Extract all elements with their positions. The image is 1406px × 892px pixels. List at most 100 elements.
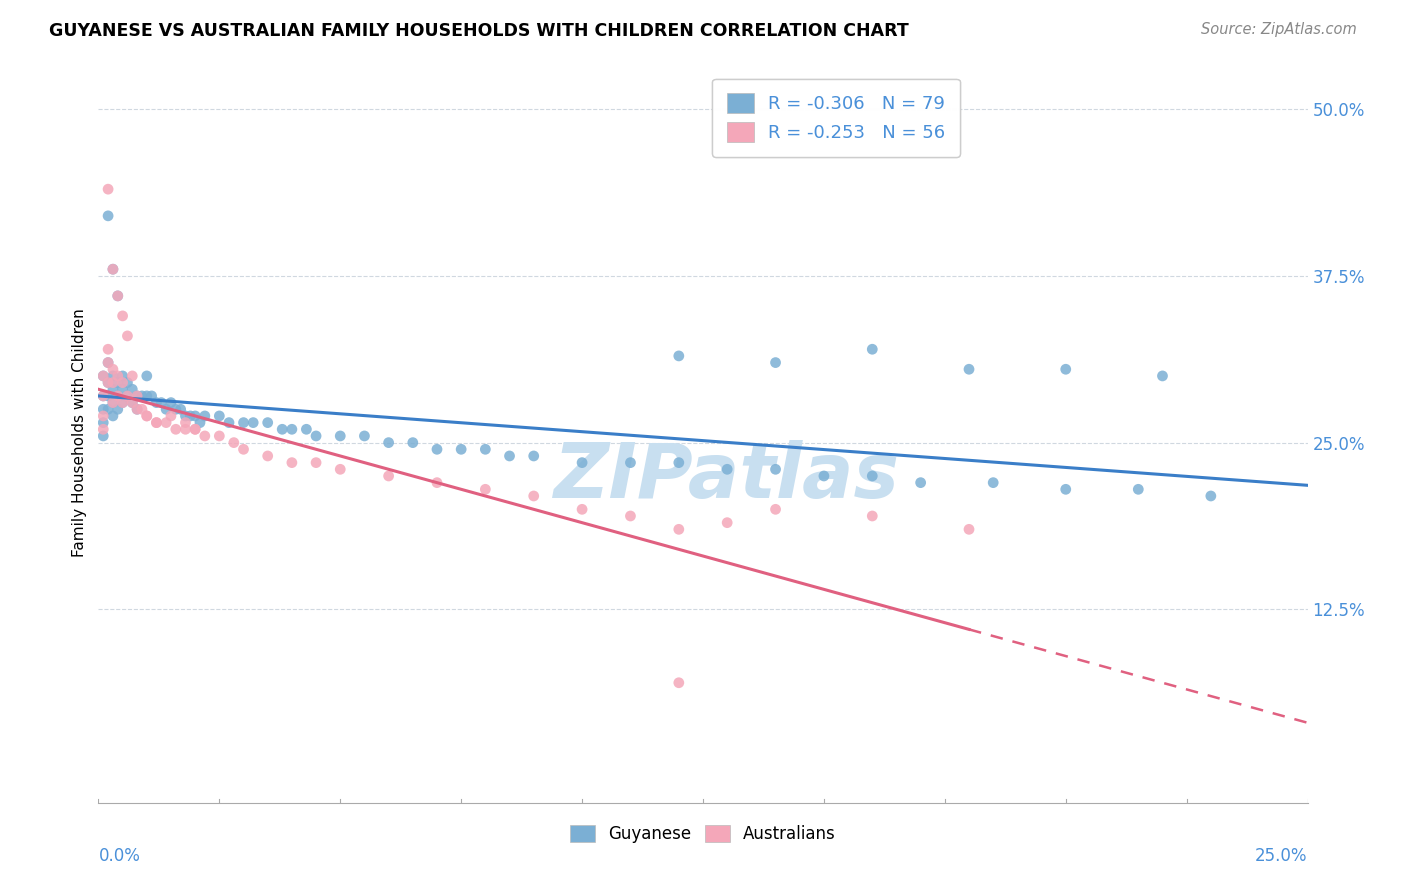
- Point: [121, 382, 143, 396]
- Point: [184, 422, 207, 436]
- Point: [135, 409, 157, 423]
- Point: [188, 416, 211, 430]
- Point: [860, 343, 883, 357]
- Point: [127, 402, 149, 417]
- Point: [101, 395, 124, 409]
- Point: [329, 462, 352, 476]
- Point: [571, 502, 593, 516]
- Text: 25.0%: 25.0%: [1256, 847, 1308, 865]
- Point: [353, 429, 375, 443]
- Point: [101, 395, 124, 409]
- Point: [91, 429, 114, 443]
- Point: [523, 489, 546, 503]
- Point: [232, 442, 254, 457]
- Point: [165, 422, 187, 436]
- Point: [910, 475, 932, 490]
- Point: [91, 368, 114, 383]
- Point: [111, 309, 134, 323]
- Point: [117, 389, 139, 403]
- Point: [271, 422, 294, 436]
- Point: [111, 382, 134, 396]
- Point: [91, 416, 114, 430]
- Point: [402, 435, 425, 450]
- Point: [860, 469, 883, 483]
- Point: [242, 416, 264, 430]
- Point: [101, 382, 124, 396]
- Point: [165, 402, 187, 417]
- Point: [668, 349, 690, 363]
- Point: [1054, 483, 1077, 497]
- Point: [141, 389, 163, 403]
- Point: [101, 368, 124, 383]
- Point: [145, 395, 167, 409]
- Point: [377, 469, 399, 483]
- Point: [716, 462, 738, 476]
- Point: [305, 456, 328, 470]
- Point: [135, 368, 157, 383]
- Point: [121, 395, 143, 409]
- Point: [111, 368, 134, 383]
- Legend: R = -0.306   N = 79, R = -0.253   N = 56: R = -0.306 N = 79, R = -0.253 N = 56: [713, 78, 960, 157]
- Point: [101, 262, 124, 277]
- Point: [194, 429, 217, 443]
- Point: [111, 395, 134, 409]
- Point: [474, 442, 496, 457]
- Point: [145, 416, 167, 430]
- Point: [668, 522, 690, 536]
- Point: [765, 355, 787, 369]
- Point: [101, 262, 124, 277]
- Point: [97, 376, 120, 390]
- Point: [184, 422, 207, 436]
- Point: [107, 389, 129, 403]
- Point: [155, 402, 177, 417]
- Point: [174, 422, 197, 436]
- Point: [174, 416, 197, 430]
- Point: [127, 389, 149, 403]
- Point: [426, 475, 449, 490]
- Point: [813, 469, 835, 483]
- Point: [160, 395, 183, 409]
- Point: [111, 395, 134, 409]
- Text: 0.0%: 0.0%: [98, 847, 141, 865]
- Point: [97, 389, 120, 403]
- Point: [127, 389, 149, 403]
- Y-axis label: Family Households with Children: Family Households with Children: [72, 309, 87, 557]
- Point: [208, 429, 231, 443]
- Point: [232, 416, 254, 430]
- Point: [765, 502, 787, 516]
- Point: [169, 402, 191, 417]
- Point: [91, 422, 114, 436]
- Text: Source: ZipAtlas.com: Source: ZipAtlas.com: [1201, 22, 1357, 37]
- Point: [194, 409, 217, 423]
- Point: [91, 402, 114, 417]
- Point: [426, 442, 449, 457]
- Point: [107, 289, 129, 303]
- Point: [981, 475, 1004, 490]
- Point: [523, 449, 546, 463]
- Point: [145, 416, 167, 430]
- Point: [107, 402, 129, 417]
- Point: [117, 376, 139, 390]
- Point: [957, 362, 980, 376]
- Text: ZIPatlas: ZIPatlas: [554, 440, 900, 514]
- Point: [127, 402, 149, 417]
- Point: [91, 389, 114, 403]
- Point: [619, 456, 641, 470]
- Point: [91, 368, 114, 383]
- Point: [107, 289, 129, 303]
- Point: [668, 456, 690, 470]
- Point: [117, 389, 139, 403]
- Point: [860, 508, 883, 523]
- Point: [184, 409, 207, 423]
- Point: [111, 376, 134, 390]
- Point: [97, 376, 120, 390]
- Point: [256, 449, 278, 463]
- Point: [179, 409, 201, 423]
- Point: [450, 442, 472, 457]
- Point: [121, 395, 143, 409]
- Point: [256, 416, 278, 430]
- Point: [101, 409, 124, 423]
- Point: [222, 435, 245, 450]
- Point: [107, 376, 129, 390]
- Point: [1128, 483, 1150, 497]
